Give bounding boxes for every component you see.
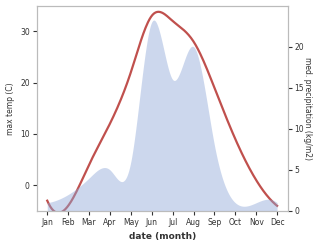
X-axis label: date (month): date (month): [128, 232, 196, 242]
Y-axis label: max temp (C): max temp (C): [5, 82, 15, 135]
Y-axis label: med. precipitation (kg/m2): med. precipitation (kg/m2): [303, 57, 313, 160]
